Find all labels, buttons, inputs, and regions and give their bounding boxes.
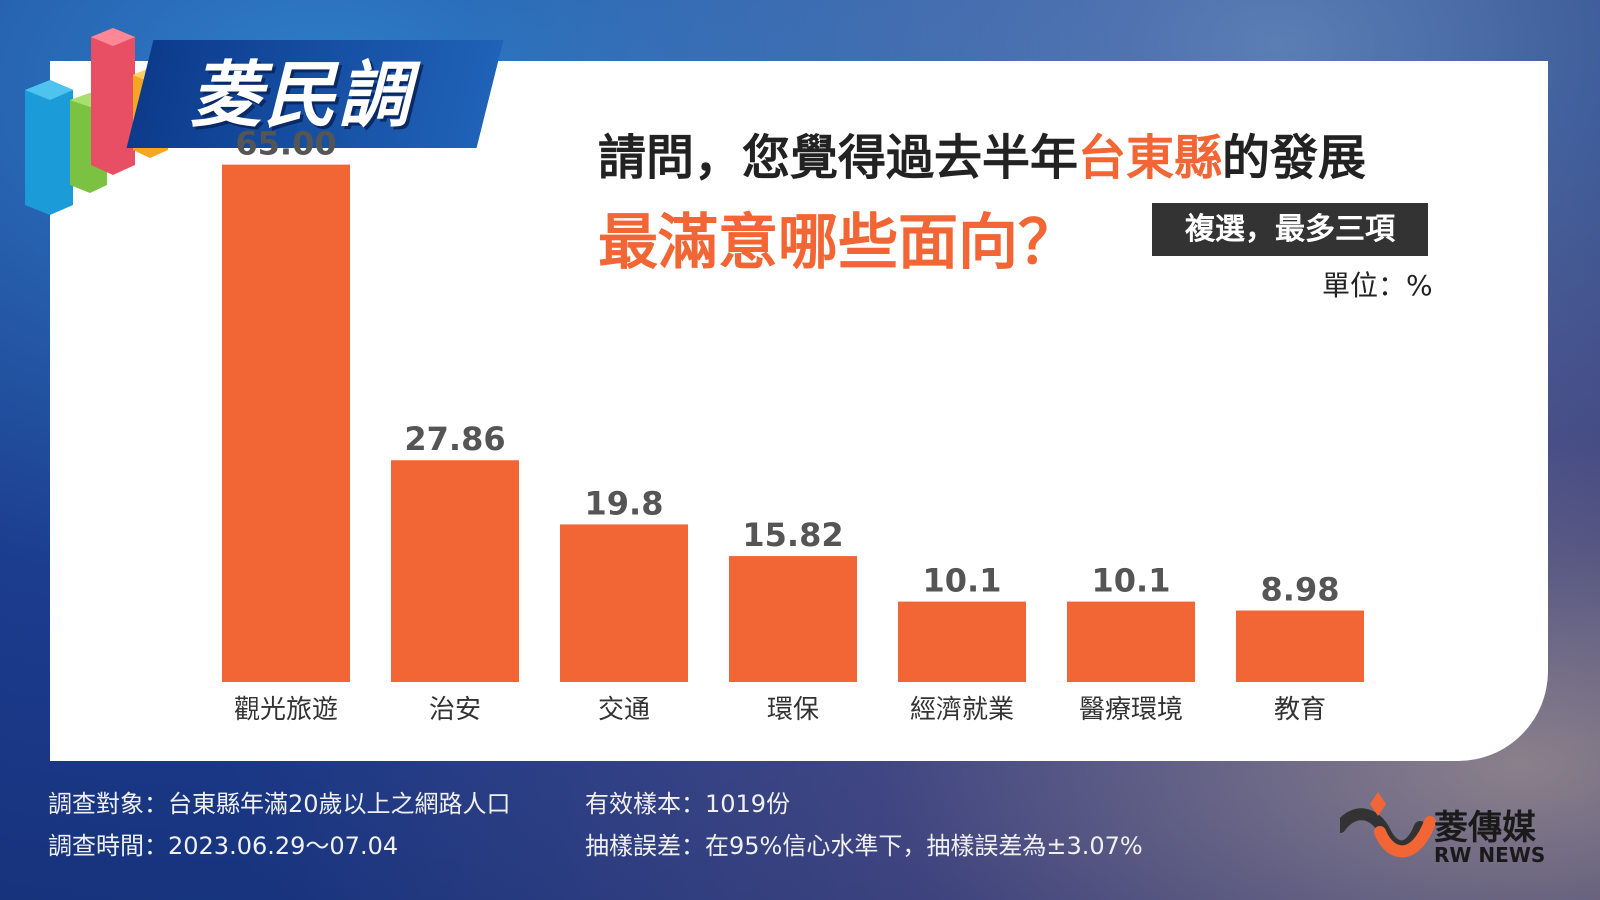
logo-text: 菱民調 bbox=[190, 53, 413, 137]
rw-news-logo-icon bbox=[1340, 792, 1436, 858]
bar-4 bbox=[898, 601, 1026, 682]
bar-6 bbox=[1236, 610, 1364, 682]
category-label-4: 經濟就業 bbox=[910, 695, 1014, 725]
bar-1 bbox=[391, 460, 519, 682]
bar-value-label-4: 10.1 bbox=[923, 562, 1002, 600]
bar-3 bbox=[729, 556, 857, 682]
category-label-6: 教育 bbox=[1274, 695, 1326, 725]
bar-2 bbox=[560, 524, 688, 682]
bar-value-label-0: 65.00 bbox=[235, 125, 336, 163]
brand-name-en: RW NEWS bbox=[1434, 843, 1546, 867]
bar-value-label-3: 15.82 bbox=[742, 516, 843, 554]
brand-name-cn: 菱傳媒 bbox=[1434, 808, 1536, 848]
title-highlight: 台東縣 bbox=[1078, 130, 1223, 186]
footer-period: 調查時間：2023.06.29～07.04 bbox=[48, 832, 399, 860]
category-label-0: 觀光旅遊 bbox=[234, 695, 338, 725]
multi-select-note: 複選，最多三項 bbox=[1152, 203, 1428, 256]
bar-value-label-1: 27.86 bbox=[404, 420, 505, 458]
footer-error: 抽樣誤差：在95%信心水準下，抽樣誤差為±3.07% bbox=[585, 832, 1143, 860]
bar-value-label-6: 8.98 bbox=[1261, 571, 1340, 609]
footer-target: 調查對象：台東縣年滿20歲以上之網路人口 bbox=[48, 790, 511, 818]
chart-title-line2: 最滿意哪些面向？ bbox=[598, 208, 1078, 278]
category-label-1: 治安 bbox=[429, 695, 481, 725]
title-suffix: 的發展 bbox=[1222, 130, 1367, 186]
bar-0 bbox=[222, 164, 350, 683]
chart-title-line1: 請問，您覺得過去半年台東縣的發展 bbox=[598, 118, 1366, 188]
title-prefix: 請問，您覺得過去半年 bbox=[598, 130, 1079, 186]
category-label-2: 交通 bbox=[598, 695, 650, 725]
bar-5 bbox=[1067, 601, 1195, 682]
unit-label: 單位：% bbox=[1322, 269, 1433, 302]
category-label-5: 醫療環境 bbox=[1079, 695, 1183, 725]
bar-value-label-2: 19.8 bbox=[585, 484, 664, 522]
footer-sample: 有效樣本：1019份 bbox=[585, 790, 791, 818]
category-label-3: 環保 bbox=[767, 695, 819, 725]
bar-value-label-5: 10.1 bbox=[1092, 562, 1171, 600]
